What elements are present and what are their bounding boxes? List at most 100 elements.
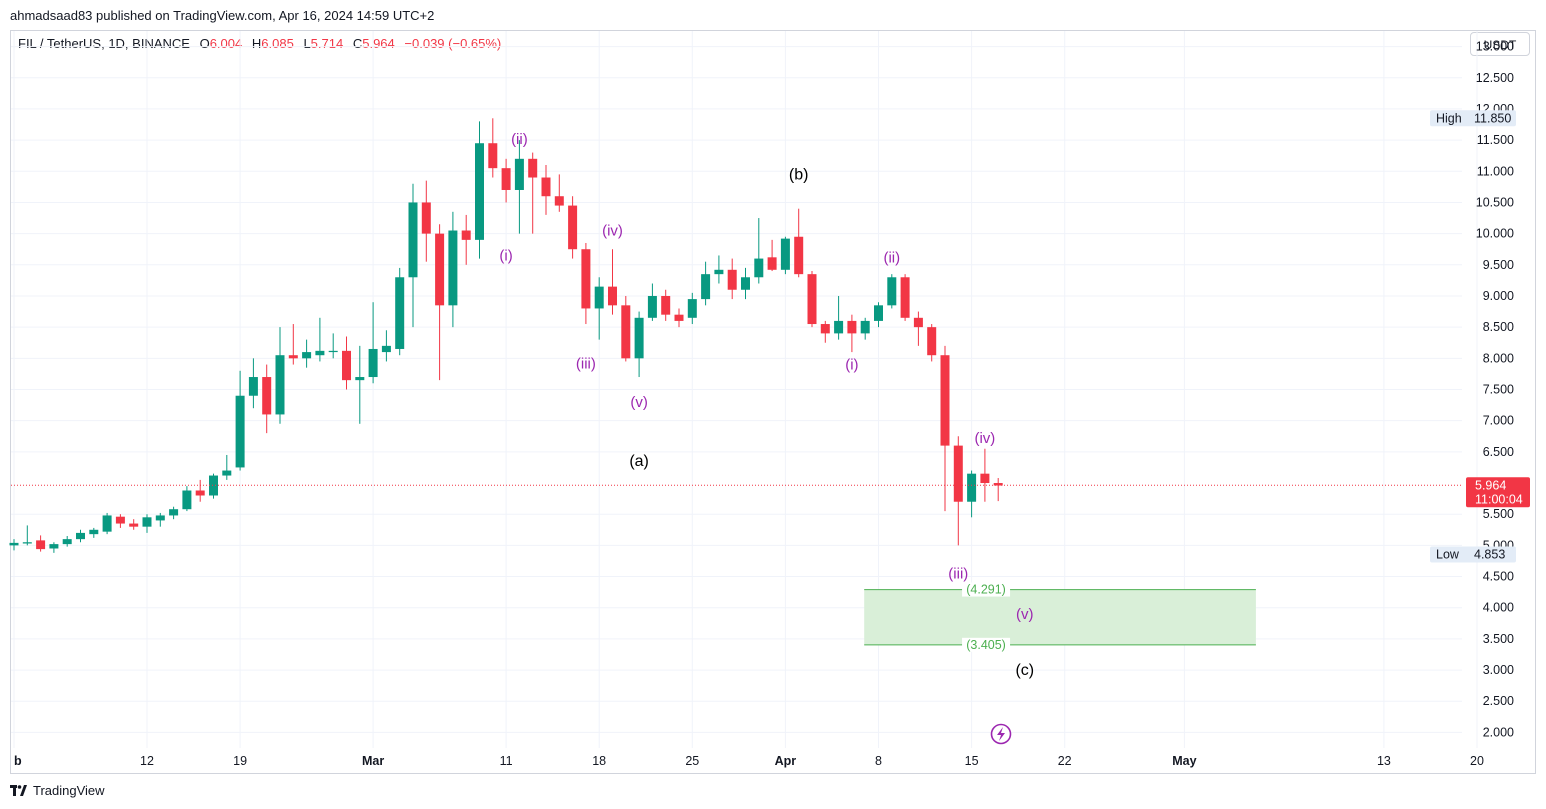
x-tick-label: 19 [233, 754, 247, 768]
candle-down [541, 177, 551, 197]
candle-down [195, 490, 205, 496]
target-zone-bottom-label: (3.405) [966, 638, 1006, 652]
candle-up [9, 542, 19, 546]
x-tick-label: 25 [685, 754, 699, 768]
close-label: C [352, 36, 363, 51]
wave-labels: (i) (ii) (iii) (iv) (v) (a) (b) (i) (ii) (iii) (iv… [499, 131, 1034, 679]
candle-down [913, 317, 923, 328]
candle-up [874, 305, 883, 321]
candle-up [355, 377, 365, 381]
candle-up [102, 515, 112, 532]
candle-up [169, 509, 179, 516]
wave-label: (v) [630, 394, 648, 411]
candle-up [381, 345, 391, 353]
target-zone-bottom-label-bg [962, 637, 1011, 652]
y-tick-label: 8.000 [1483, 351, 1514, 365]
candle-up [395, 277, 405, 349]
change-value: −0.039 (−0.65%) [404, 36, 502, 51]
grid-lines [11, 31, 1478, 748]
candle-down [767, 257, 777, 270]
x-tick-label: 8 [875, 754, 882, 768]
low-value: 5.714 [310, 36, 344, 51]
y-tick-label: 4.500 [1483, 570, 1514, 584]
candle-down [794, 236, 804, 275]
candle-up [887, 277, 897, 306]
candle-down [953, 445, 963, 502]
wave-label: (b) [789, 166, 809, 183]
open-value: 6.004 [209, 36, 243, 51]
candle-down [621, 305, 631, 359]
x-tick-label: Apr [775, 754, 797, 768]
currency-button[interactable]: USDT [1470, 32, 1530, 56]
candle-up [448, 230, 458, 306]
candle-down [129, 523, 139, 527]
x-tick-label: 22 [1058, 754, 1072, 768]
candle-down [674, 314, 684, 321]
wave-label: (ii) [883, 249, 900, 266]
candle-up [408, 202, 418, 278]
high-marker-bg [1430, 110, 1516, 127]
y-tick-label: 11.000 [1477, 164, 1514, 178]
last-price-badge [1466, 477, 1530, 508]
high-marker-label: High [1436, 111, 1462, 125]
x-tick-label: 11 [500, 754, 513, 768]
y-tick-label: 12.500 [1476, 71, 1514, 85]
y-tick-label: 2.000 [1483, 725, 1514, 739]
x-tick-label: 15 [965, 754, 979, 768]
y-tick-label: 11.500 [1477, 133, 1514, 147]
y-tick-label: 10.500 [1476, 195, 1514, 209]
candle-down [993, 483, 1003, 486]
wave-label: (a) [629, 453, 649, 470]
wave-label: (c) [1015, 662, 1034, 679]
footer-brand-text: TradingView [33, 783, 105, 798]
candle-down [262, 377, 272, 415]
candle-up [22, 542, 32, 544]
candle-down [461, 230, 471, 240]
last-price-countdown: 11:00:04 [1475, 492, 1523, 506]
y-tick-label: 13.000 [1476, 40, 1514, 54]
wave-label: (ii) [511, 131, 528, 148]
y-tick-label: 5.500 [1483, 507, 1514, 521]
candle-up [315, 350, 325, 356]
candle-up [834, 320, 844, 334]
wave-label: (iii) [576, 355, 596, 372]
y-tick-label: 7.000 [1483, 414, 1514, 428]
candle-down [927, 327, 937, 356]
candle-up [475, 143, 484, 240]
candle-up [89, 529, 99, 535]
high-marker-value: 11.850 [1474, 111, 1511, 125]
candle-up [209, 475, 218, 496]
x-tick-label: b [14, 754, 22, 768]
target-zone: (4.291) (3.405) [864, 582, 1256, 652]
y-tick-label: 2.500 [1483, 694, 1514, 708]
high-value: 6.085 [261, 36, 294, 51]
candle-down [980, 473, 990, 484]
footer-brand[interactable]: TradingView [10, 783, 105, 798]
y-tick-label: 6.500 [1483, 445, 1514, 459]
chart-frame [10, 30, 1536, 774]
high-label: H [251, 36, 262, 51]
y-tick-label: 9.000 [1483, 289, 1514, 303]
candle-down [581, 249, 591, 309]
candle-up [514, 158, 524, 190]
candle-down [568, 205, 578, 250]
candle-down [342, 350, 351, 381]
candle-up [647, 295, 657, 318]
candle-up [634, 317, 644, 359]
candle-down [501, 168, 511, 190]
candle-down [940, 355, 950, 446]
x-tick-label: Mar [362, 754, 384, 768]
candle-up [714, 269, 724, 275]
y-tick-label: 10.000 [1476, 227, 1514, 241]
target-zone-top-label: (4.291) [966, 583, 1006, 597]
candle-up [328, 350, 338, 353]
candle-down [820, 324, 830, 334]
y-tick-label: 8.500 [1483, 320, 1514, 334]
candle-down [488, 143, 498, 169]
candle-up [155, 515, 165, 521]
lightning-icon[interactable] [990, 723, 1012, 745]
candle-up [76, 532, 85, 540]
candle-up [142, 517, 152, 527]
